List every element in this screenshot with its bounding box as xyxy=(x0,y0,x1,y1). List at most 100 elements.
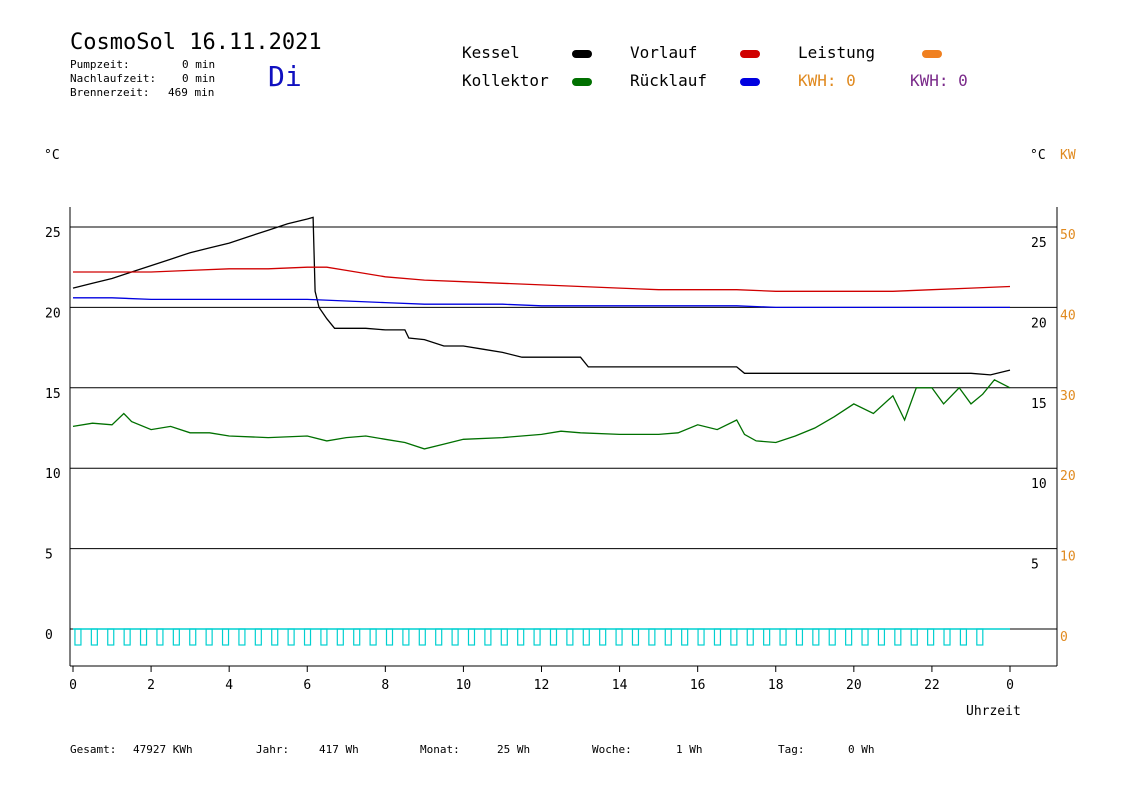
pump-marker xyxy=(763,628,771,646)
y-tick-right-kw: 20 xyxy=(1060,469,1076,484)
pump-marker xyxy=(713,628,722,646)
legend-leistung: Leistung xyxy=(798,43,876,62)
footer-jahr-value: 417 Wh xyxy=(319,743,359,756)
footer-jahr-label: Jahr: xyxy=(256,743,290,756)
pumpzeit-label: Pumpzeit: xyxy=(70,58,130,71)
legend-vorlauf: Vorlauf xyxy=(630,43,698,62)
brennerzeit-label: Brennerzeit: xyxy=(70,86,150,99)
nachlaufzeit-value: 0 min xyxy=(182,72,216,85)
pump-marker xyxy=(697,628,705,646)
pump-marker xyxy=(90,628,98,646)
series-line-kessel xyxy=(72,216,1011,376)
pump-marker xyxy=(172,628,180,646)
y-tick-right-c: 5 xyxy=(1031,558,1039,573)
footer-gesamt-value: 47927 KWh xyxy=(133,743,193,756)
pump-marker xyxy=(238,628,246,646)
pump-marker xyxy=(254,628,262,646)
pump-marker xyxy=(385,628,394,646)
x-tick-label: 18 xyxy=(768,678,784,693)
pump-marker xyxy=(894,628,902,646)
pump-marker xyxy=(549,628,558,646)
footer-gesamt-label: Gesamt: xyxy=(70,743,117,756)
pump-marker xyxy=(303,628,312,646)
pump-marker xyxy=(205,628,213,646)
pump-marker xyxy=(959,628,968,646)
pump-marker xyxy=(943,628,951,646)
pump-marker xyxy=(976,628,984,646)
pump-marker xyxy=(484,628,492,646)
y-tick-left: 20 xyxy=(45,306,61,321)
pump-marker xyxy=(681,628,689,646)
pump-marker xyxy=(336,628,344,646)
x-tick-label: 2 xyxy=(147,678,155,693)
pump-marker xyxy=(139,628,148,646)
kwh-purple: KWH: 0 xyxy=(910,71,968,90)
pump-marker xyxy=(74,628,82,646)
pump-marker xyxy=(418,628,426,646)
right-axis-unit-c: °C xyxy=(1030,148,1046,163)
x-tick-label: 12 xyxy=(534,678,550,693)
pump-marker xyxy=(271,628,279,646)
pump-marker xyxy=(631,628,640,646)
pump-marker xyxy=(910,628,918,646)
weekday-label: Di xyxy=(268,60,302,93)
footer-tag-value: 0 Wh xyxy=(848,743,875,756)
pump-marker xyxy=(795,628,804,646)
y-tick-right-kw: 50 xyxy=(1060,228,1076,243)
pump-marker xyxy=(828,628,836,646)
pump-marker xyxy=(221,628,230,646)
chart-title: CosmoSol 16.11.2021 xyxy=(70,30,322,55)
legend-kollektor-swatch xyxy=(572,78,592,86)
pump-marker xyxy=(664,628,672,646)
pump-marker xyxy=(402,628,410,646)
x-tick-label: 16 xyxy=(690,678,706,693)
pump-marker xyxy=(353,628,361,646)
series-line-vorlauf xyxy=(73,266,1011,292)
nachlaufzeit-label: Nachlaufzeit: xyxy=(70,72,157,85)
pump-marker xyxy=(877,628,886,646)
legend-ruecklauf: Rücklauf xyxy=(630,71,708,90)
x-tick-label: 14 xyxy=(612,678,628,693)
pump-marker xyxy=(467,628,476,646)
legend-kessel-swatch xyxy=(572,50,592,58)
pump-marker xyxy=(320,628,328,646)
y-tick-right-c: 10 xyxy=(1031,477,1047,492)
y-tick-right-c: 25 xyxy=(1031,236,1047,251)
x-tick-label: 0 xyxy=(1006,678,1014,693)
pump-marker xyxy=(566,628,574,646)
pump-marker xyxy=(500,628,508,646)
pump-marker xyxy=(861,628,869,646)
pump-marker xyxy=(615,628,623,646)
pump-marker xyxy=(451,628,459,646)
footer-tag-label: Tag: xyxy=(778,743,805,756)
x-tick-label: 6 xyxy=(303,678,311,693)
y-tick-left: 5 xyxy=(45,548,53,563)
pump-marker xyxy=(189,628,197,646)
pump-marker xyxy=(156,628,164,646)
pump-marker xyxy=(582,628,590,646)
pump-marker xyxy=(730,628,738,646)
pump-marker xyxy=(123,628,131,646)
x-tick-label: 4 xyxy=(225,678,233,693)
legend-leistung-swatch xyxy=(922,50,942,58)
y-tick-right-kw: 30 xyxy=(1060,389,1076,404)
pump-marker xyxy=(845,628,853,646)
y-tick-right-kw: 40 xyxy=(1060,308,1076,323)
pump-marker xyxy=(746,628,754,646)
x-tick-label: 22 xyxy=(924,678,940,693)
series-line-rücklauf xyxy=(73,297,1010,309)
legend-kollektor: Kollektor xyxy=(462,71,549,90)
x-axis-label: Uhrzeit xyxy=(966,704,1021,719)
y-tick-left: 10 xyxy=(45,467,61,482)
pump-marker xyxy=(648,628,656,646)
footer-woche-label: Woche: xyxy=(592,743,632,756)
y-tick-right-c: 15 xyxy=(1031,397,1047,412)
brennerzeit-value: 469 min xyxy=(168,86,215,99)
pump-marker xyxy=(435,628,443,646)
footer-monat-label: Monat: xyxy=(420,743,460,756)
y-tick-left: 0 xyxy=(45,628,53,643)
pump-marker xyxy=(517,628,525,646)
x-tick-label: 10 xyxy=(456,678,472,693)
right-axis-unit-kw: KW xyxy=(1060,148,1076,163)
x-tick-label: 0 xyxy=(69,678,77,693)
